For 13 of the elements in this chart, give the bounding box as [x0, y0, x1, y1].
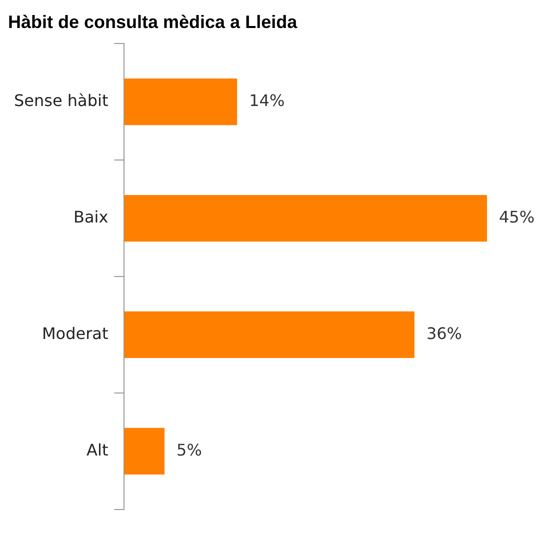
y-tick-label: Sense hàbit — [14, 90, 108, 110]
data-label: 5% — [176, 440, 202, 460]
chart-title: Hàbit de consulta mèdica a Lleida — [8, 12, 298, 32]
data-label: 14% — [249, 90, 285, 110]
y-tick-label: Alt — [86, 440, 108, 460]
y-tick-label: Moderat — [42, 324, 108, 343]
bar — [124, 194, 487, 242]
data-label: 45% — [499, 207, 535, 226]
y-tick-label: Baix — [74, 207, 108, 226]
bar — [124, 311, 414, 358]
bar — [124, 428, 165, 474]
bar — [124, 78, 238, 126]
data-label: 36% — [426, 324, 462, 343]
